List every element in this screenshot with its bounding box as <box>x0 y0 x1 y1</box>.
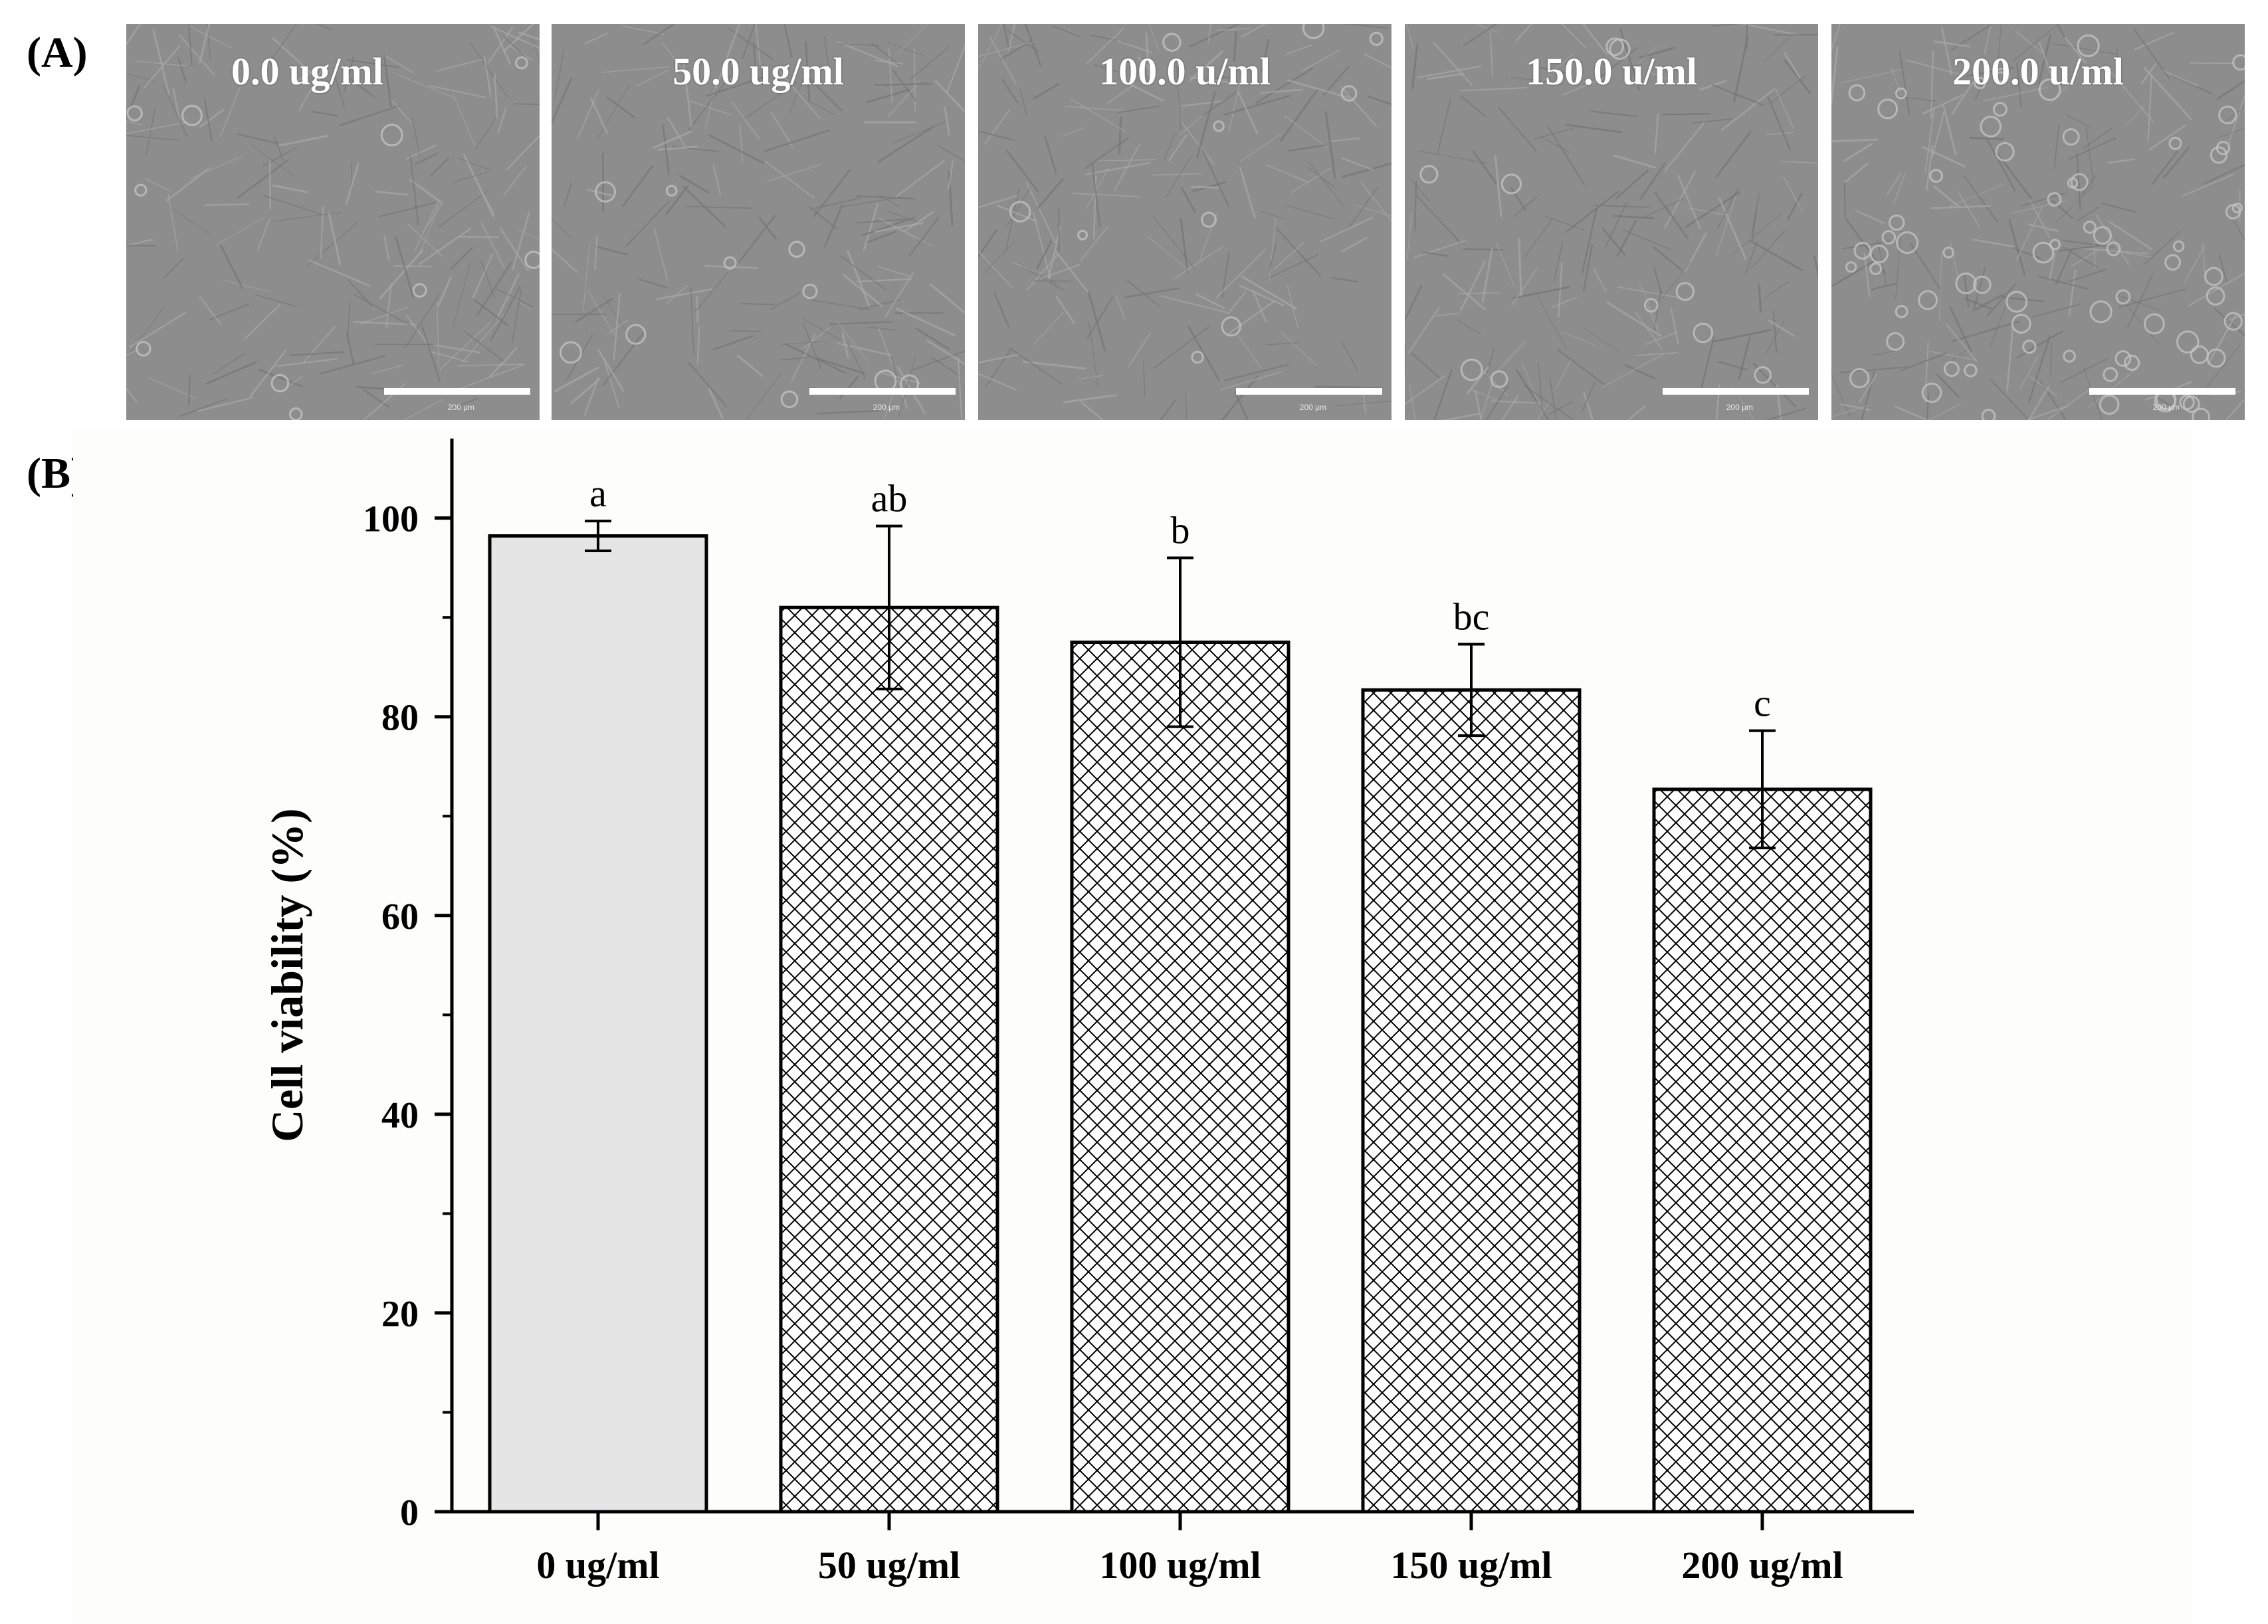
error-bar-4 <box>1749 729 1776 850</box>
bar-chart: a ab b bc c 0 20 40 60 80 100 0 ug/ml 50 ug/ml 100 ug… <box>73 429 2193 1621</box>
cell-texture <box>1405 24 1818 420</box>
error-bar-0 <box>585 520 611 552</box>
y-axis-title: Cell viability (%) <box>262 808 312 1142</box>
significance-letter-3: bc <box>1453 595 1490 639</box>
micrograph-4: 200.0 u/ml 200 μm <box>1831 24 2245 420</box>
scale-bar <box>1663 388 1809 395</box>
y-tick-label-2: 40 <box>381 1095 419 1136</box>
scale-bar <box>2089 388 2235 395</box>
scale-bar-text: 200 μm <box>1299 403 1326 412</box>
micrograph-1: 50.0 ug/ml 200 μm <box>552 24 965 420</box>
scale-bar-text: 200 μm <box>447 403 474 412</box>
bar-3 <box>1361 688 1582 1514</box>
y-tick-label-1: 20 <box>381 1294 419 1335</box>
micrograph-2: 100.0 u/ml 200 μm <box>978 24 1392 420</box>
significance-letter-0: a <box>589 472 607 515</box>
x-tick-label-1: 50 ug/ml <box>818 1544 960 1587</box>
panel-label-a: (A) <box>27 29 88 77</box>
bar-4 <box>1652 787 1873 1514</box>
micrograph-3: 150.0 u/ml 200 μm <box>1405 24 1818 420</box>
significance-letter-1: ab <box>871 477 908 520</box>
x-tick-label-4: 200 ug/ml <box>1681 1544 1843 1587</box>
bar-0 <box>488 534 708 1514</box>
bar-2 <box>1070 641 1290 1514</box>
y-tick-label-3: 60 <box>381 896 419 938</box>
scale-bar <box>809 388 956 395</box>
error-bar-2 <box>1167 556 1193 728</box>
significance-letter-4: c <box>1754 682 1771 725</box>
micrograph-label: 0.0 ug/ml <box>231 50 383 93</box>
cell-texture <box>1831 24 2245 420</box>
micrograph-label: 150.0 u/ml <box>1526 50 1697 93</box>
x-tick-label-0: 0 ug/ml <box>536 1544 659 1587</box>
scale-bar <box>1236 388 1382 395</box>
error-bar-3 <box>1458 643 1485 738</box>
bar-1 <box>779 605 999 1514</box>
scale-bar-text: 200 μm <box>2152 403 2180 412</box>
significance-letter-2: b <box>1171 508 1190 552</box>
cell-texture <box>552 24 965 420</box>
error-bar-1 <box>876 524 902 690</box>
scale-bar-text: 200 μm <box>873 403 900 412</box>
y-tick-label-0: 0 <box>400 1492 419 1534</box>
x-tick-label-3: 150 ug/ml <box>1390 1544 1552 1587</box>
y-tick-label-5: 100 <box>363 499 419 540</box>
x-tick-label-2: 100 ug/ml <box>1099 1544 1261 1587</box>
scale-bar-text: 200 μm <box>1726 403 1753 412</box>
cell-texture <box>978 24 1392 420</box>
micrograph-label: 100.0 u/ml <box>1099 50 1271 93</box>
y-tick-label-4: 80 <box>381 698 419 739</box>
scale-bar <box>384 388 530 395</box>
micrograph-0: 0.0 ug/ml 200 μm <box>126 24 540 420</box>
micrograph-label: 200.0 u/ml <box>1952 50 2124 93</box>
micrograph-label: 50.0 ug/ml <box>672 50 844 93</box>
